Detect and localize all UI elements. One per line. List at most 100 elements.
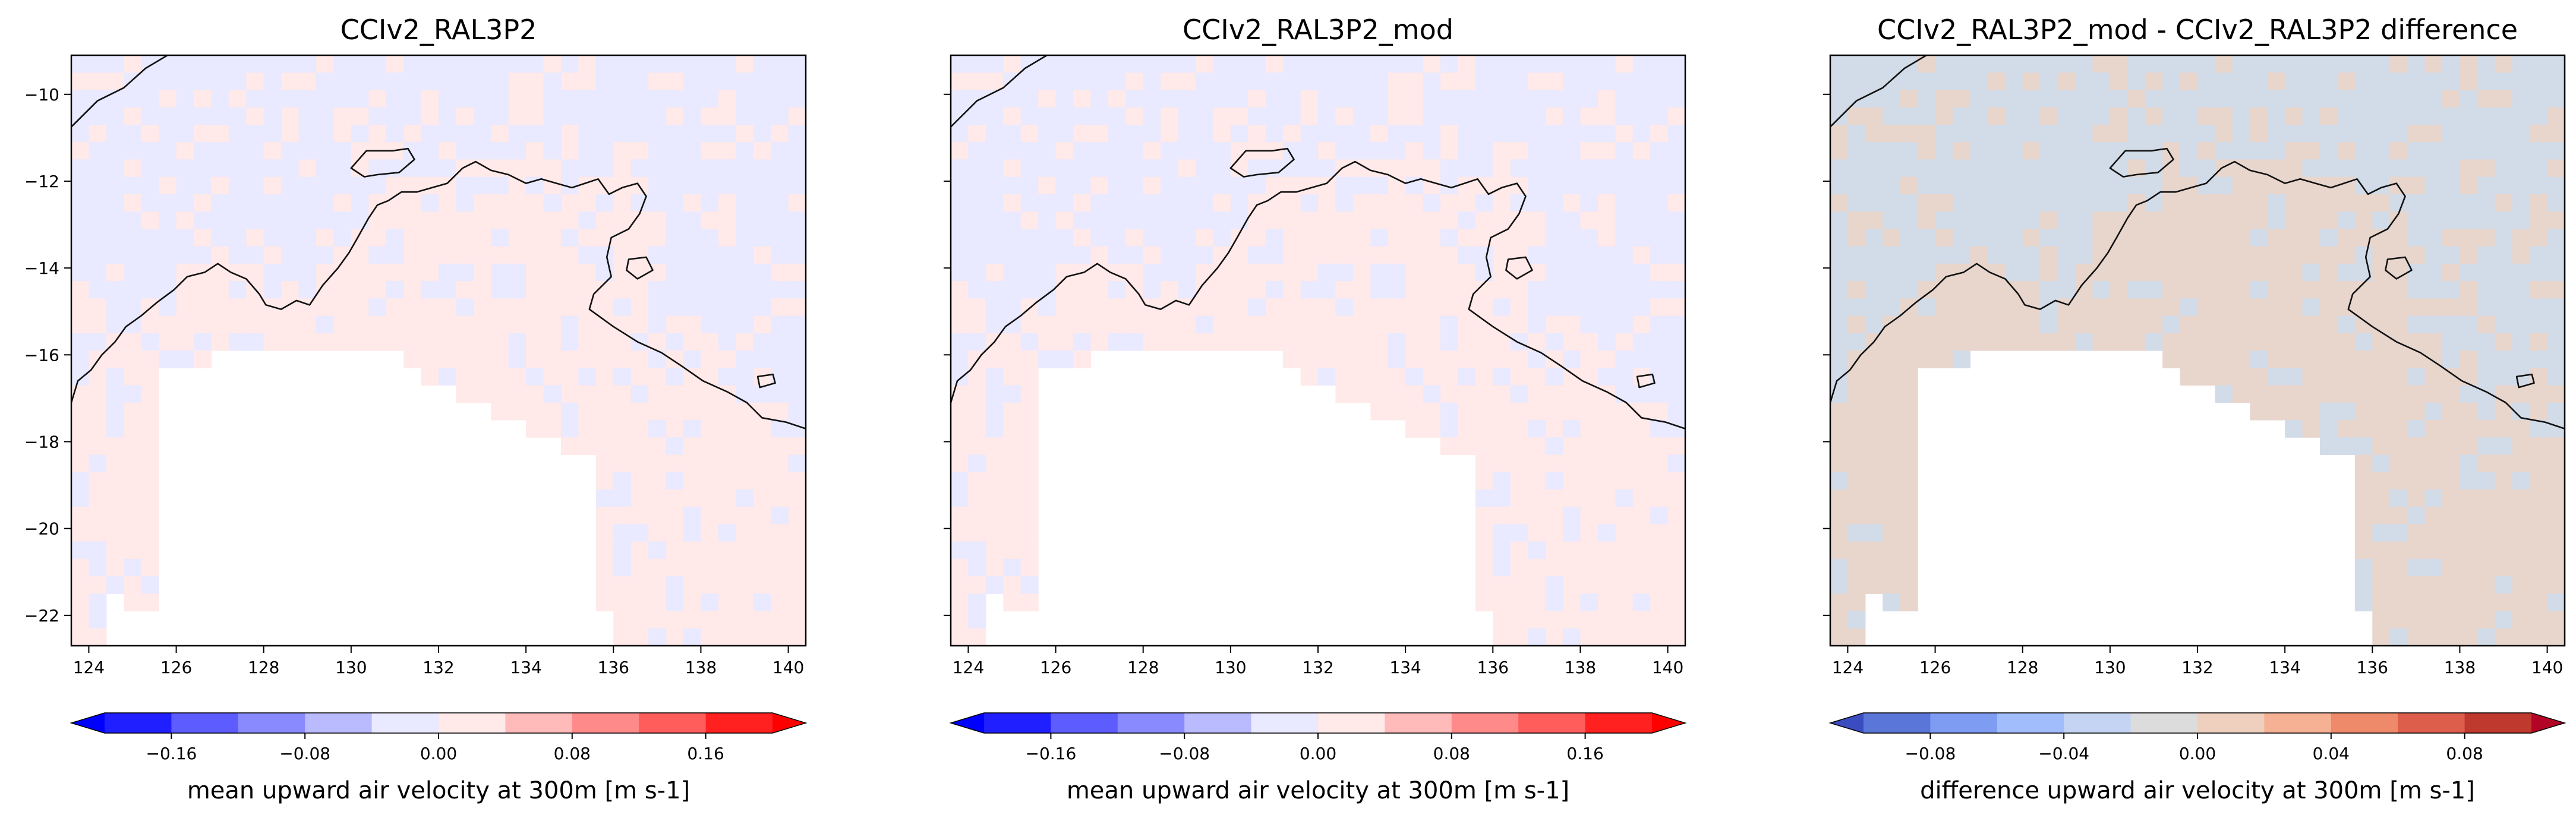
x-tick-label: 134 (510, 658, 541, 677)
grid-cell (630, 281, 649, 299)
grid-cell (718, 315, 736, 334)
grid-cell (141, 281, 159, 299)
grid-cell (2040, 159, 2058, 178)
grid-cell (1545, 124, 1563, 143)
grid-cell (263, 142, 282, 160)
grid-cell (124, 472, 142, 490)
grid-cell (1300, 90, 1319, 108)
grid-cell (2460, 124, 2478, 143)
grid-cell (701, 142, 719, 160)
grid-cell (1020, 90, 1039, 108)
grid-cell (2215, 350, 2233, 368)
grid-cell (2477, 72, 2495, 91)
grid-cell (1563, 437, 1581, 456)
grid-cell (968, 124, 986, 143)
grid-cell (1650, 611, 1669, 629)
grid-cell (176, 176, 194, 195)
grid-cell (1335, 333, 1354, 351)
grid-cell (2460, 159, 2478, 178)
grid-cell (1458, 159, 1476, 178)
grid-cell (771, 472, 789, 490)
grid-cell (2495, 176, 2513, 195)
grid-cell (2477, 350, 2495, 368)
grid-cell (968, 402, 986, 421)
grid-cell (1580, 628, 1598, 646)
grid-cell (1090, 229, 1109, 247)
grid-cell (2197, 90, 2216, 108)
grid-cell (2530, 72, 2548, 91)
grid-cell (2337, 263, 2356, 282)
grid-cell (1935, 333, 1953, 351)
grid-cell (2127, 72, 2146, 91)
y-tick-label: −22 (24, 606, 59, 626)
grid-cell (1528, 558, 1546, 577)
grid-cell (1900, 368, 1918, 386)
grid-cell (1563, 541, 1581, 560)
grid-cell (2302, 368, 2320, 386)
grid-cell (298, 124, 317, 143)
grid-cell (2022, 55, 2041, 73)
grid-cell (1563, 194, 1581, 212)
grid-cell (1125, 159, 1144, 178)
grid-cell (1632, 142, 1651, 160)
grid-cell (2057, 333, 2076, 351)
grid-cell (1020, 211, 1039, 229)
grid-cell (666, 315, 684, 334)
grid-cell (2040, 246, 2058, 264)
grid-cell (2320, 107, 2338, 125)
grid-cell (403, 333, 422, 351)
grid-cell (1440, 402, 1459, 421)
grid-cell (1650, 628, 1669, 646)
grid-cell (1265, 246, 1284, 264)
grid-cell (1493, 368, 1511, 386)
grid-cell (316, 124, 335, 143)
grid-cell (666, 576, 684, 594)
grid-cell (951, 541, 969, 560)
grid-cell (403, 263, 422, 282)
grid-cell (1370, 298, 1389, 317)
grid-cell (263, 107, 282, 125)
grid-cell (2145, 211, 2163, 229)
grid-cell (951, 176, 969, 195)
grid-cell (771, 524, 789, 542)
grid-cell (71, 107, 90, 125)
grid-cell (2495, 611, 2513, 629)
grid-cell (124, 298, 142, 317)
grid-cell (666, 124, 684, 143)
grid-cell (1003, 124, 1021, 143)
grid-cell (2232, 281, 2250, 299)
grid-cell (298, 176, 317, 195)
grid-cell (1440, 72, 1459, 91)
grid-cell (1847, 72, 1866, 91)
grid-cell (89, 229, 107, 247)
grid-cell (1003, 229, 1021, 247)
grid-cell (1318, 333, 1336, 351)
colorbar-segment (639, 713, 707, 733)
grid-cell (2005, 194, 2023, 212)
grid-cell (1458, 385, 1476, 403)
grid-cell (543, 246, 562, 264)
grid-cell (2232, 229, 2250, 247)
grid-cell (2337, 315, 2356, 334)
grid-cell (1493, 385, 1511, 403)
colorbar-segment (1385, 713, 1452, 733)
grid-cell (1615, 333, 1634, 351)
grid-cell (2460, 72, 2478, 91)
grid-cell (2302, 72, 2320, 91)
grid-cell (648, 576, 667, 594)
grid-cell (1987, 159, 2006, 178)
grid-cell (951, 454, 969, 473)
grid-cell (1900, 194, 1918, 212)
grid-cell (2022, 90, 2041, 108)
grid-cell (71, 211, 90, 229)
grid-cell (2530, 281, 2548, 299)
grid-cell (1265, 124, 1284, 143)
grid-cell (595, 55, 614, 73)
grid-cell (141, 472, 159, 490)
grid-cell (2407, 124, 2426, 143)
grid-cell (788, 576, 806, 594)
grid-cell (2320, 159, 2338, 178)
grid-cell (2040, 229, 2058, 247)
grid-cell (1528, 524, 1546, 542)
grid-cell (1020, 472, 1039, 490)
